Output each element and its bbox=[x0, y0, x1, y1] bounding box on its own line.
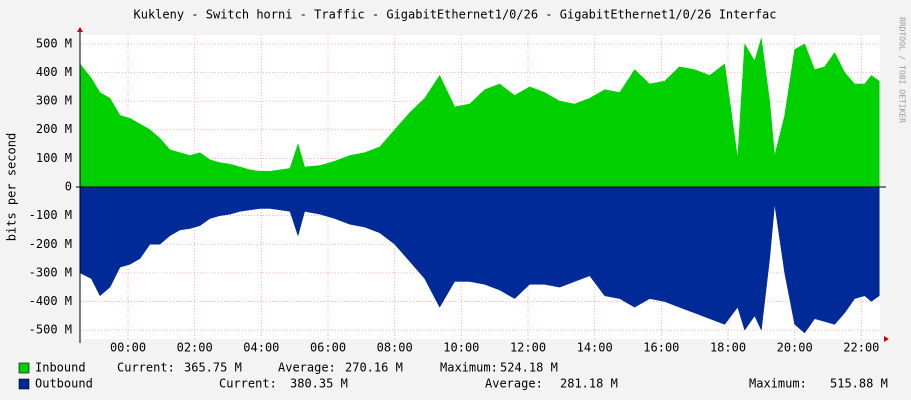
y-tick-label: -300 M bbox=[29, 265, 72, 279]
y-tick-label: 0 bbox=[65, 180, 72, 194]
legend-stat-label: Maximum: bbox=[749, 377, 807, 391]
y-tick-label: -100 M bbox=[29, 208, 72, 222]
legend-label: Inbound bbox=[35, 361, 86, 375]
area bbox=[79, 38, 880, 188]
x-tick-label: 12:00 bbox=[510, 341, 546, 355]
y-tick-label: 400 M bbox=[36, 65, 72, 79]
legend-stat-label: Maximum: bbox=[440, 361, 498, 375]
legend-stat-value: 270.16 M bbox=[345, 361, 403, 375]
y-tick-label: 200 M bbox=[36, 122, 72, 136]
legend-swatch bbox=[18, 362, 30, 374]
legend-swatch bbox=[18, 378, 30, 390]
legend-stat-value: 365.75 M bbox=[184, 361, 242, 375]
chart-title: Kukleny - Switch horni - Traffic - Gigab… bbox=[134, 8, 777, 22]
x-tick-label: 06:00 bbox=[310, 341, 346, 355]
axis-arrow bbox=[77, 27, 83, 32]
watermark: RRDTOOL / TOBI OETIKER bbox=[898, 17, 907, 123]
y-tick-label: -400 M bbox=[29, 294, 72, 308]
x-tick-label: 02:00 bbox=[177, 341, 213, 355]
legend-stat-label: Current: bbox=[117, 361, 175, 375]
x-tick-label: 16:00 bbox=[643, 341, 679, 355]
area bbox=[79, 186, 880, 334]
x-tick-label: 18:00 bbox=[710, 341, 746, 355]
x-tick-label: 08:00 bbox=[377, 341, 413, 355]
x-tick-label: 04:00 bbox=[243, 341, 279, 355]
y-tick-label: -500 M bbox=[29, 323, 72, 337]
legend-stat-value: 515.88 M bbox=[830, 377, 888, 391]
x-tick-label: 20:00 bbox=[777, 341, 813, 355]
y-tick-label: 300 M bbox=[36, 94, 72, 108]
legend-stat-value: 380.35 M bbox=[290, 377, 348, 391]
legend-stat-value: 281.18 M bbox=[560, 377, 618, 391]
x-tick-label: 00:00 bbox=[110, 341, 146, 355]
axis-arrow bbox=[884, 336, 889, 342]
legend-label: Outbound bbox=[35, 377, 93, 391]
y-tick-label: -200 M bbox=[29, 237, 72, 251]
x-tick-label: 14:00 bbox=[577, 341, 613, 355]
legend-stat-label: Current: bbox=[219, 377, 277, 391]
legend-stat-label: Average: bbox=[485, 377, 543, 391]
legend-stat-value: 524.18 M bbox=[500, 361, 558, 375]
x-tick-label: 22:00 bbox=[843, 341, 879, 355]
y-tick-label: 100 M bbox=[36, 151, 72, 165]
y-axis-label: bits per second bbox=[5, 133, 19, 241]
legend-stat-label: Average: bbox=[278, 361, 336, 375]
y-tick-label: 500 M bbox=[36, 36, 72, 50]
x-tick-label: 10:00 bbox=[443, 341, 479, 355]
